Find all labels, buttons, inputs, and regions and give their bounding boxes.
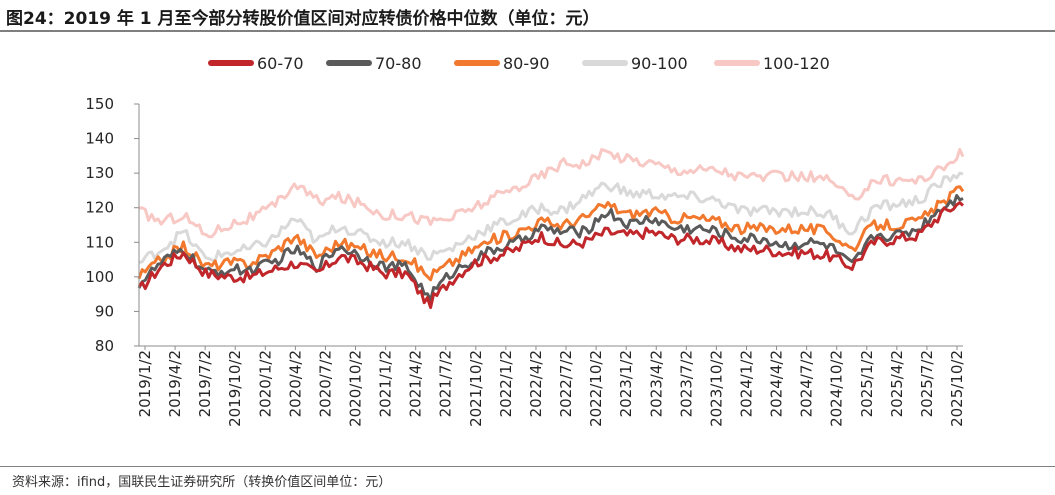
axes (134, 103, 963, 350)
x-tick-label: 2020/4/2 (286, 350, 304, 417)
x-tick-label: 2023/10/2 (707, 350, 725, 427)
y-tick-label: 130 (85, 164, 114, 182)
title-divider (0, 30, 1055, 32)
x-tick-label: 2020/1/2 (256, 350, 274, 417)
x-tick-label: 2019/4/2 (166, 350, 184, 417)
legend-label-100-120: 100-120 (763, 54, 830, 73)
x-tick-label: 2025/4/2 (888, 350, 906, 417)
y-tick-labels: 80 90 100 110 120 130 140 150 (85, 95, 114, 355)
x-tick-label: 2024/7/2 (798, 350, 816, 417)
series-lines (137, 148, 965, 309)
y-tick-label: 90 (95, 302, 114, 320)
legend-label-90-100: 90-100 (631, 54, 688, 73)
series-line-100-120 (138, 148, 965, 239)
x-tick-label: 2022/1/2 (497, 350, 515, 417)
x-tick-label: 2023/4/2 (647, 350, 665, 417)
x-tick-label: 2025/10/2 (948, 350, 966, 427)
legend-label-70-80: 70-80 (375, 54, 422, 73)
series-line-90-100 (138, 171, 964, 264)
x-tick-label: 2019/1/2 (136, 350, 154, 417)
x-tick-label: 2019/10/2 (226, 350, 244, 427)
y-tick-label: 110 (85, 233, 114, 251)
y-tick-label: 100 (85, 268, 114, 286)
series-line-80-90 (137, 185, 965, 282)
series-line-60-70 (137, 201, 965, 309)
x-tick-label: 2021/10/2 (467, 350, 485, 427)
legend: 60-70 70-80 80-90 90-100 100-120 (208, 54, 830, 73)
x-tick-label: 2024/1/2 (738, 350, 756, 417)
x-tick-label: 2023/1/2 (617, 350, 635, 417)
footer-divider (0, 466, 1055, 467)
y-tick-label: 80 (95, 337, 114, 355)
x-tick-label: 2022/4/2 (527, 350, 545, 417)
x-tick-label: 2020/10/2 (347, 350, 365, 427)
y-tick-label: 120 (85, 199, 114, 217)
y-tick-label: 150 (85, 95, 114, 113)
x-tick-label: 2021/4/2 (407, 350, 425, 417)
x-tick-labels: 2019/1/2 2019/4/2 2019/7/2 2019/10/2 2020/1/… (136, 350, 966, 427)
x-tick-label: 2021/7/2 (437, 350, 455, 417)
x-tick-label: 2023/7/2 (677, 350, 695, 417)
source-note: 资料来源：ifind，国联民生证券研究所（转换价值区间单位：元） (12, 475, 392, 490)
x-tick-label: 2020/7/2 (316, 350, 334, 417)
chart-title: 图24：2019 年 1 月至今部分转股价值区间对应转债价格中位数（单位：元） (6, 9, 600, 29)
legend-label-80-90: 80-90 (503, 54, 550, 73)
series-line-70-80 (137, 194, 964, 302)
x-tick-label: 2022/10/2 (587, 350, 605, 427)
x-tick-label: 2025/7/2 (918, 350, 936, 417)
x-tick-label: 2024/10/2 (828, 350, 846, 427)
x-tick-label: 2022/7/2 (557, 350, 575, 417)
x-tick-label: 2024/4/2 (768, 350, 786, 417)
x-tick-label: 2025/1/2 (858, 350, 876, 417)
legend-label-60-70: 60-70 (257, 54, 304, 73)
x-tick-label: 2019/7/2 (196, 350, 214, 417)
y-tick-label: 140 (85, 130, 114, 148)
x-tick-label: 2021/1/2 (377, 350, 395, 417)
